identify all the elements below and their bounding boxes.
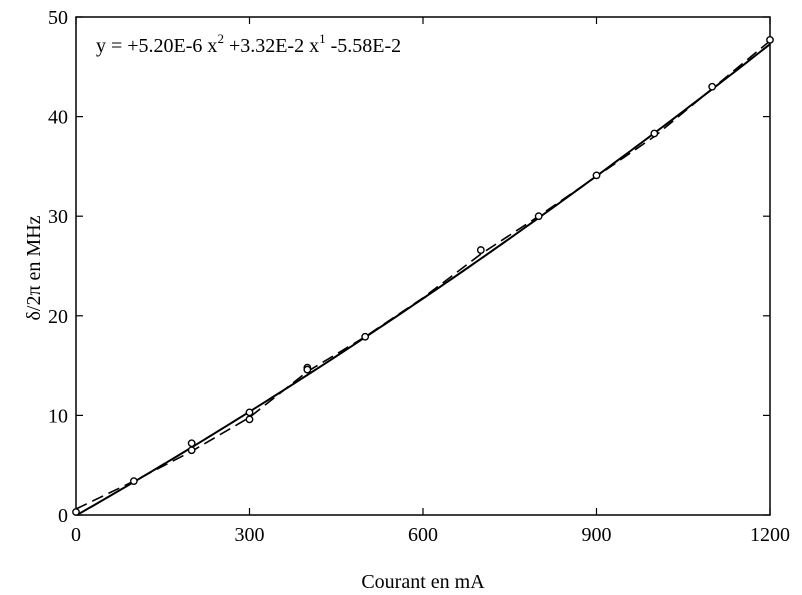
- data-point: [592, 171, 601, 180]
- equation-exp2: 1: [319, 31, 326, 46]
- data-point: [766, 36, 774, 44]
- x-tick-label: 1200: [750, 524, 790, 546]
- y-tick-labels: 0 10 20 30 40 50: [48, 7, 68, 527]
- equation-suffix: -5.58E-2: [326, 35, 402, 57]
- data-point: [245, 415, 254, 424]
- dashed-curve: [75, 40, 771, 510]
- data-point: [303, 365, 312, 374]
- y-tick-label: 20: [48, 306, 68, 328]
- y-tick-label: 0: [58, 505, 68, 527]
- y-tick-label: 50: [48, 7, 68, 29]
- equation-annotation: y = +5.20E-6 x2 +3.32E-2 x1 -5.58E-2: [96, 31, 401, 57]
- x-axis-label: Courant en mA: [361, 571, 485, 593]
- equation-middle: +3.32E-2 x: [224, 35, 319, 57]
- x-tick-label: 900: [582, 524, 612, 546]
- fit-curve: [75, 43, 771, 516]
- equation-exp1: 2: [217, 31, 224, 46]
- y-tick-label: 40: [48, 107, 68, 129]
- y-tick-label: 10: [48, 405, 68, 427]
- data-point: [650, 129, 659, 138]
- data-point: [476, 246, 485, 254]
- y-axis-label: δ/2π en MHz: [23, 215, 45, 320]
- data-points: [72, 36, 774, 516]
- x-tick-label: 300: [235, 524, 265, 546]
- data-point: [187, 439, 196, 448]
- x-tick-label: 600: [408, 524, 438, 546]
- x-tick-labels: 0 300 600 900 1200: [71, 524, 790, 546]
- y-tick-label: 30: [48, 206, 68, 228]
- x-tick-label: 0: [71, 524, 81, 546]
- curves: [75, 40, 771, 516]
- data-point: [708, 82, 717, 91]
- data-point: [534, 212, 543, 221]
- data-point: [245, 408, 254, 417]
- data-point: [129, 477, 138, 486]
- tick-marks: [75, 16, 771, 516]
- data-point: [187, 446, 196, 455]
- data-point: [361, 332, 370, 341]
- equation-prefix: y = +5.20E-6 x: [96, 35, 217, 57]
- plot-frame: [75, 16, 771, 516]
- data-point: [72, 508, 80, 516]
